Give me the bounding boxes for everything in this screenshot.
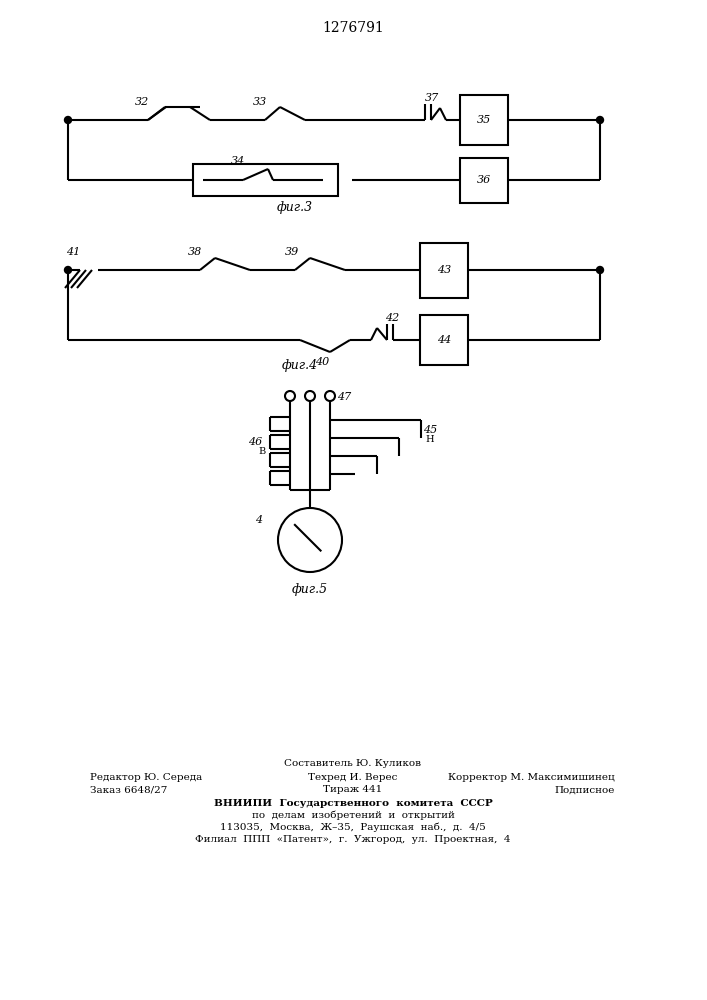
Text: 34: 34	[231, 156, 245, 166]
Text: Заказ 6648/27: Заказ 6648/27	[90, 786, 168, 794]
Text: H: H	[425, 436, 433, 444]
Circle shape	[597, 116, 604, 123]
Text: 40: 40	[315, 357, 329, 367]
Circle shape	[64, 266, 71, 273]
Text: Тираж 441: Тираж 441	[323, 786, 382, 794]
Text: фиг.4: фиг.4	[282, 359, 318, 371]
Text: Техред И. Верес: Техред И. Верес	[308, 772, 397, 782]
Text: 46: 46	[248, 437, 262, 447]
Text: по  делам  изобретений  и  открытий: по делам изобретений и открытий	[252, 810, 455, 820]
Text: 37: 37	[425, 93, 439, 103]
Text: Филиал  ППП  «Патент»,  г.  Ужгород,  ул.  Проектная,  4: Филиал ППП «Патент», г. Ужгород, ул. Про…	[195, 834, 510, 844]
Text: Составитель Ю. Куликов: Составитель Ю. Куликов	[284, 758, 421, 768]
Text: 42: 42	[385, 313, 399, 323]
Text: 45: 45	[423, 425, 437, 435]
Text: 47: 47	[337, 392, 351, 402]
Bar	[460, 95, 508, 145]
Bar	[420, 315, 468, 365]
Text: 38: 38	[188, 247, 202, 257]
Bar	[420, 242, 468, 298]
Text: Корректор М. Максимишинец: Корректор М. Максимишинец	[448, 772, 615, 782]
Text: 39: 39	[285, 247, 299, 257]
Circle shape	[597, 266, 604, 273]
Bar	[193, 164, 338, 196]
Text: 32: 32	[135, 97, 149, 107]
Text: 44: 44	[437, 335, 451, 345]
Text: 33: 33	[253, 97, 267, 107]
Circle shape	[64, 116, 71, 123]
Text: 36: 36	[477, 175, 491, 185]
Text: фиг.5: фиг.5	[292, 584, 328, 596]
Text: 35: 35	[477, 115, 491, 125]
Text: 41: 41	[66, 247, 81, 257]
Bar	[460, 157, 508, 202]
Text: фиг.3: фиг.3	[277, 200, 313, 214]
Text: 1276791: 1276791	[322, 21, 384, 35]
Text: 113035,  Москва,  Ж–35,  Раушская  наб.,  д.  4/5: 113035, Москва, Ж–35, Раушская наб., д. …	[220, 822, 486, 832]
Text: Подписное: Подписное	[554, 786, 615, 794]
Text: 4: 4	[255, 515, 262, 525]
Text: B: B	[258, 448, 265, 456]
Text: ВНИИПИ  Государственного  комитета  СССР: ВНИИПИ Государственного комитета СССР	[214, 798, 492, 808]
Text: Редактор Ю. Середа: Редактор Ю. Середа	[90, 772, 202, 782]
Text: 43: 43	[437, 265, 451, 275]
